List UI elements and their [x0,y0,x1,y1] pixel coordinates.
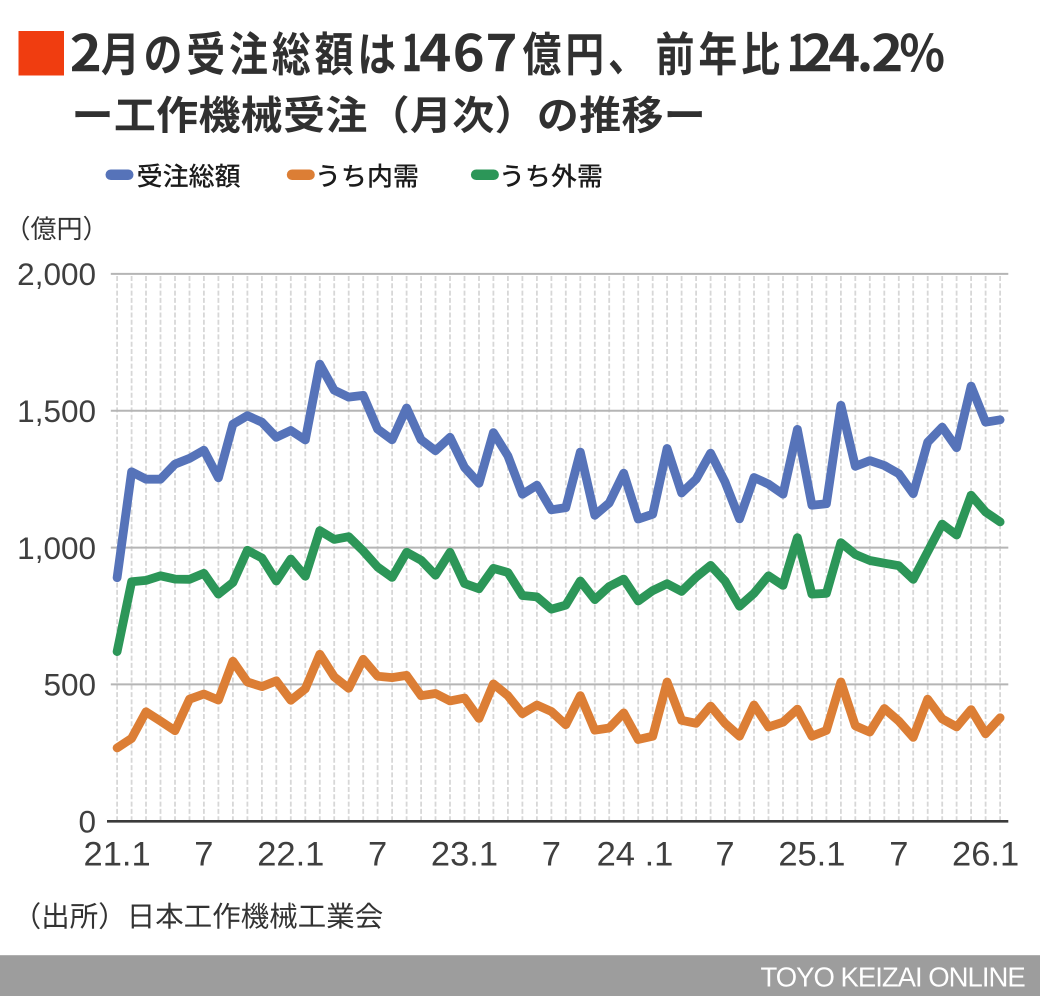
svg-text:7: 7 [889,836,908,874]
svg-text:7: 7 [368,836,387,874]
svg-text:7: 7 [715,836,734,874]
svg-text:2,000: 2,000 [17,256,96,292]
svg-text:1,000: 1,000 [17,530,96,566]
svg-text:500: 500 [43,667,96,703]
svg-text:22.1: 22.1 [257,836,324,874]
svg-text:7: 7 [542,836,561,874]
svg-text:24 .1: 24 .1 [597,836,674,874]
svg-text:7: 7 [194,836,213,874]
svg-text:26.1: 26.1 [952,836,1019,874]
svg-text:0: 0 [78,804,96,840]
svg-text:21.1: 21.1 [84,836,151,874]
svg-text:25.1: 25.1 [778,836,845,874]
svg-text:23.1: 23.1 [431,836,498,874]
svg-text:TOYO KEIZAI ONLINE: TOYO KEIZAI ONLINE [760,961,1025,992]
svg-text:1,500: 1,500 [17,393,96,429]
